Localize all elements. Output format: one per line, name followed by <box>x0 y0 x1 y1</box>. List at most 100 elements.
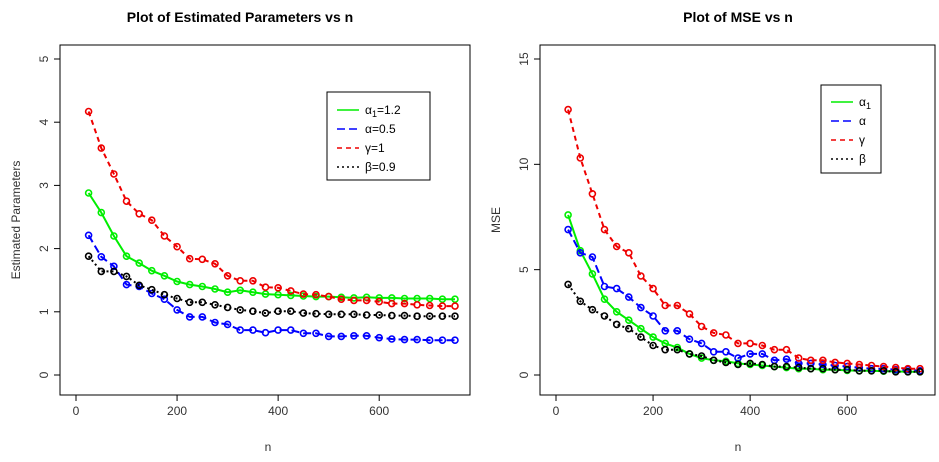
data-point <box>387 311 396 320</box>
data-point <box>236 306 244 314</box>
data-point <box>97 144 106 152</box>
legend-label: α1=1.2 <box>365 103 401 119</box>
series-3 <box>564 105 924 373</box>
data-point <box>286 307 295 316</box>
data-point <box>600 295 609 304</box>
data-point <box>637 272 645 280</box>
data-point <box>249 326 257 334</box>
y-tick-label: 5 <box>517 266 531 273</box>
y-axis-label: MSE <box>489 207 503 233</box>
data-point <box>819 360 827 369</box>
data-point <box>588 270 597 278</box>
data-point <box>425 336 434 345</box>
data-point <box>198 298 207 307</box>
chart-panel-2: Plot of MSE vs n 0 200 400 600 n 0 5 10 15 MSE α1 αγ… <box>489 9 936 454</box>
data-point <box>843 362 852 371</box>
data-point <box>438 302 447 310</box>
data-point <box>904 367 912 376</box>
data-point <box>451 302 459 310</box>
data-point <box>661 301 670 310</box>
data-point <box>413 335 421 344</box>
data-point <box>576 249 585 257</box>
data-point <box>198 313 207 321</box>
x-tick-label: 600 <box>369 404 389 418</box>
data-point <box>588 305 597 314</box>
data-point <box>758 350 767 358</box>
data-point <box>110 170 118 178</box>
data-point <box>600 282 609 291</box>
data-point <box>160 232 169 240</box>
data-point <box>236 276 244 285</box>
data-point <box>249 307 257 316</box>
data-point <box>685 335 694 344</box>
data-point <box>819 364 827 373</box>
y-tick-label: 5 <box>37 55 51 62</box>
series-1 <box>564 211 924 376</box>
x-axis-label: n <box>735 440 742 454</box>
data-point <box>661 326 670 335</box>
data-point <box>709 329 718 337</box>
data-point <box>135 210 143 218</box>
data-point <box>624 293 633 301</box>
data-point <box>236 326 244 334</box>
data-point <box>697 352 706 360</box>
data-point <box>350 331 358 340</box>
data-point <box>746 350 754 358</box>
data-point <box>350 294 358 302</box>
x-tick-label: 400 <box>740 404 760 418</box>
data-point <box>438 336 447 345</box>
data-point <box>135 259 143 267</box>
data-point <box>198 282 207 291</box>
data-point <box>261 328 270 337</box>
data-point <box>697 339 706 348</box>
data-point <box>312 329 320 338</box>
data-point <box>274 326 282 334</box>
data-point <box>173 277 181 286</box>
data-point <box>362 331 371 340</box>
data-point <box>387 299 396 308</box>
x-tick-label: 200 <box>643 404 663 418</box>
data-point <box>299 290 308 298</box>
series-line <box>567 283 920 373</box>
data-point <box>673 326 682 335</box>
data-point <box>84 231 93 240</box>
data-point <box>451 295 459 304</box>
data-point <box>122 272 131 281</box>
data-point <box>274 307 282 316</box>
data-point <box>588 190 597 198</box>
data-point <box>261 290 270 298</box>
data-point <box>375 297 384 306</box>
x-tick-label: 600 <box>837 404 857 418</box>
data-point <box>637 303 645 312</box>
data-point <box>734 360 742 369</box>
data-point <box>122 197 131 205</box>
data-point <box>122 280 131 289</box>
chart-title: Plot of MSE vs n <box>683 9 793 25</box>
data-point <box>148 266 156 275</box>
data-point <box>600 312 609 320</box>
data-point <box>564 225 572 234</box>
data-point <box>624 324 633 333</box>
data-point <box>649 312 657 320</box>
data-point <box>746 359 754 368</box>
series-line <box>567 109 920 370</box>
legend-label: α <box>859 114 866 128</box>
data-point <box>400 299 409 308</box>
legend-label: β <box>859 152 866 166</box>
data-point <box>673 345 682 354</box>
y-tick-label: 4 <box>37 119 51 126</box>
data-point <box>612 284 621 293</box>
data-point <box>782 362 791 371</box>
data-point <box>110 267 118 276</box>
data-point <box>110 232 118 240</box>
data-point <box>312 309 320 318</box>
data-point <box>564 211 572 219</box>
data-point <box>97 267 106 276</box>
data-point <box>685 350 694 358</box>
data-point <box>185 313 194 321</box>
data-point <box>400 311 409 320</box>
data-point <box>223 271 232 280</box>
data-point <box>400 335 409 344</box>
y-tick-label: 1 <box>37 308 51 315</box>
data-point <box>867 366 876 375</box>
